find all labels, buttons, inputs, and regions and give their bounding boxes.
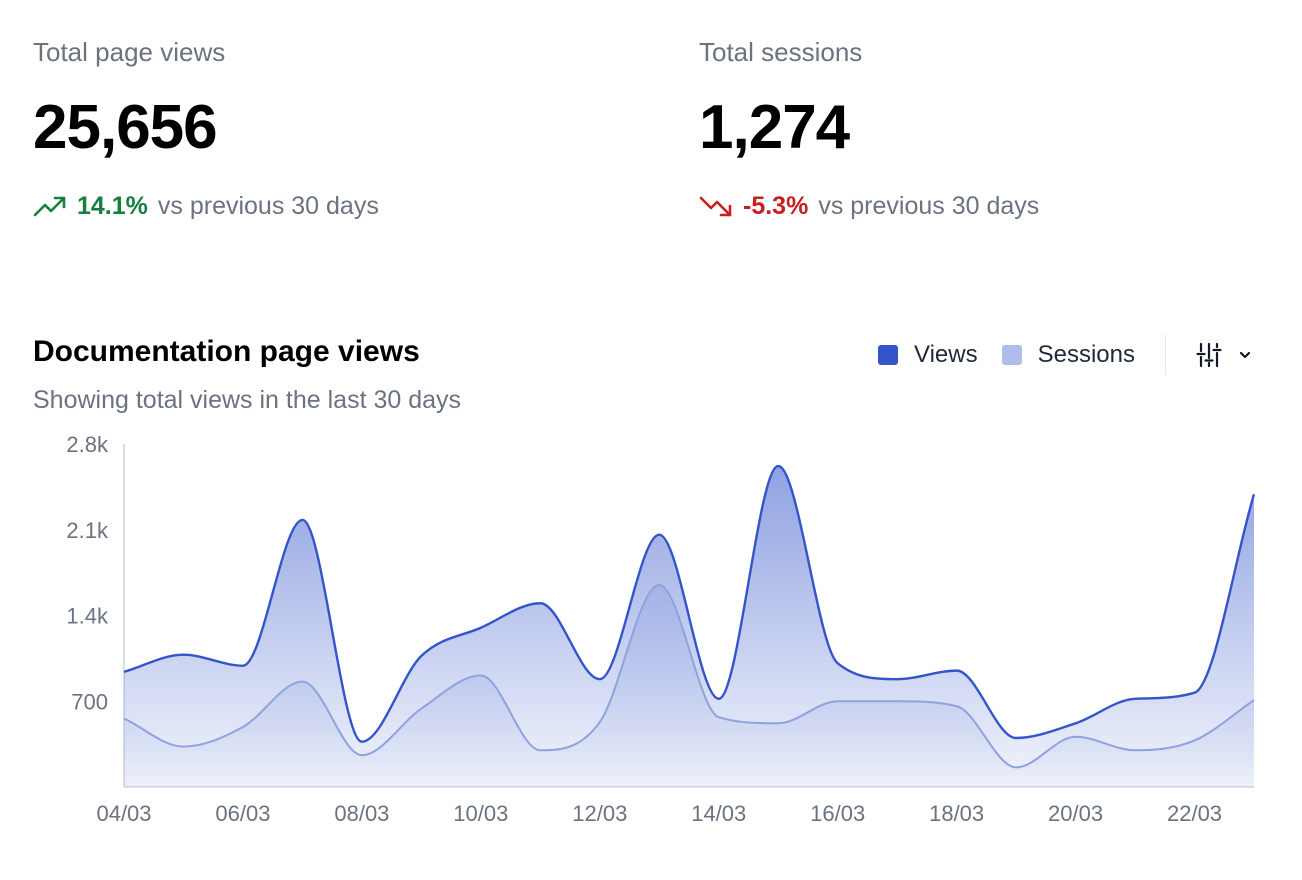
x-axis: 04/03 06/03 08/03 10/03 12/03 14/03 16/03 18/03… xyxy=(96,786,1254,826)
kpi-page-views: Total page views 25,656 14.1% vs previou… xyxy=(33,34,379,224)
legend-label: Views xyxy=(914,341,978,368)
sliders-icon xyxy=(1196,342,1222,368)
chart-settings-button[interactable] xyxy=(1196,342,1252,368)
y-tick-label: 2.1k xyxy=(66,518,109,543)
delta-percent: -5.3% xyxy=(743,192,809,220)
series-area-sessions xyxy=(124,584,1254,787)
delta-percent: 14.1% xyxy=(77,192,148,220)
x-tick-label: 14/03 xyxy=(691,801,746,826)
y-axis: 700 1.4k 2.1k 2.8k xyxy=(66,432,125,787)
chart-legend: Views Sessions xyxy=(878,334,1252,376)
y-tick-label: 2.8k xyxy=(66,432,109,457)
kpi-value: 1,274 xyxy=(699,93,850,162)
legend-divider xyxy=(1165,335,1166,375)
kpi-delta: -5.3% vs previous 30 days xyxy=(699,188,1039,224)
x-tick-label: 06/03 xyxy=(215,801,270,826)
chart-subtitle: Showing total views in the last 30 days xyxy=(33,386,462,414)
legend-item-views[interactable]: Views xyxy=(878,341,978,369)
kpi-value: 25,656 xyxy=(33,93,218,162)
legend-label: Sessions xyxy=(1037,341,1135,368)
trend-up-icon xyxy=(33,196,66,217)
series-area-views xyxy=(124,466,1254,787)
delta-comparison: vs previous 30 days xyxy=(818,192,1040,220)
kpi-sessions: Total sessions 1,274 -5.3% vs previous 3… xyxy=(699,34,1039,224)
kpi-label: Total page views xyxy=(33,37,226,67)
chevron-down-icon xyxy=(1239,351,1251,359)
x-tick-label: 08/03 xyxy=(334,801,389,826)
x-tick-label: 18/03 xyxy=(929,801,984,826)
kpi-label: Total sessions xyxy=(699,37,863,67)
trend-down-icon xyxy=(699,196,732,217)
y-tick-label: 700 xyxy=(71,689,108,714)
x-tick-label: 10/03 xyxy=(453,801,508,826)
kpi-delta: 14.1% vs previous 30 days xyxy=(33,188,379,224)
chart-title: Documentation page views xyxy=(33,335,420,368)
series-line-sessions xyxy=(123,583,1255,769)
series-layer xyxy=(123,464,1256,787)
legend-swatch-views xyxy=(878,345,899,365)
x-tick-label: 16/03 xyxy=(810,801,865,826)
x-tick-label: 12/03 xyxy=(572,801,627,826)
x-tick-label: 20/03 xyxy=(1048,801,1103,826)
views-area-chart: 700 1.4k 2.1k 2.8k 04/03 06/03 08/03 10/03 12/0… xyxy=(66,432,1256,826)
y-tick-label: 1.4k xyxy=(66,604,109,629)
series-line-views xyxy=(123,464,1256,743)
delta-comparison: vs previous 30 days xyxy=(157,192,379,220)
legend-swatch-sessions xyxy=(1001,345,1022,365)
x-tick-label: 22/03 xyxy=(1167,801,1222,826)
x-tick-label: 04/03 xyxy=(96,801,151,826)
legend-item-sessions[interactable]: Sessions xyxy=(1001,341,1135,369)
